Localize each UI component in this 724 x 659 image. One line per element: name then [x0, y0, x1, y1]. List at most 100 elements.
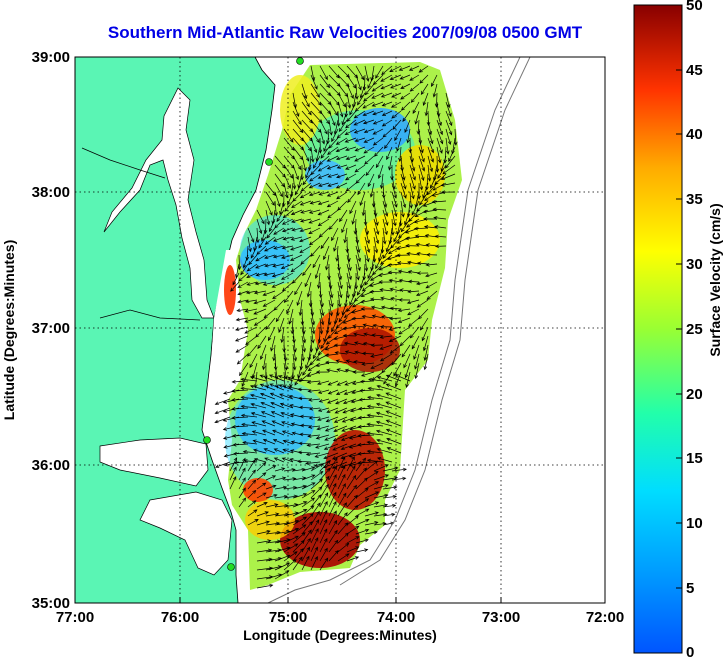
velocity-arrow — [274, 485, 288, 490]
velocity-arrow — [427, 137, 435, 154]
colorbar-tick-marks — [676, 69, 682, 589]
velocity-arrow — [371, 314, 384, 319]
velocity-arrow — [274, 218, 285, 229]
velocity-arrow — [244, 308, 258, 313]
velocity-arrow — [373, 209, 379, 226]
velocity-arrow — [319, 492, 329, 508]
velocity-arrow — [247, 227, 255, 243]
velocity-arrow — [397, 269, 411, 274]
velocity-arrow — [326, 368, 339, 373]
velocity-arrow — [372, 110, 384, 116]
velocity-arrow — [400, 191, 407, 209]
velocity-arrow — [380, 305, 393, 310]
velocity-arrow — [308, 182, 321, 189]
velocity-arrow — [310, 74, 318, 90]
velocity-arrow — [265, 512, 280, 517]
velocity-arrow — [278, 384, 294, 391]
velocity-arrow — [315, 362, 330, 368]
velocity-arrow — [387, 270, 402, 275]
velocity-arrow — [310, 537, 319, 553]
velocity-arrow — [301, 137, 312, 152]
velocity-arrow — [333, 343, 348, 348]
velocity-arrow — [345, 119, 357, 129]
velocity-arrow — [245, 299, 258, 304]
velocity-arrow — [240, 263, 249, 276]
velocity-arrow — [360, 371, 375, 377]
velocity-arrow — [337, 272, 343, 290]
velocity-arrow — [319, 317, 324, 335]
velocity-arrow — [359, 191, 366, 207]
velocity-arrow — [328, 299, 334, 317]
velocity-arrow — [283, 290, 294, 304]
velocity-arrow — [416, 251, 429, 256]
x-tick-labels: 77:00 76:00 75:00 74:00 73:00 72:00 — [56, 609, 624, 626]
velocity-arrow — [230, 281, 240, 292]
velocity-arrow — [326, 191, 339, 197]
velocity-arrow — [270, 335, 276, 352]
velocity-arrow — [247, 469, 256, 481]
velocity-arrow — [299, 245, 312, 254]
velocity-arrow — [327, 146, 339, 155]
velocity-arrow — [301, 521, 313, 535]
velocity-arrow — [344, 350, 357, 355]
velocity-arrow — [379, 288, 393, 292]
velocity-arrow — [358, 397, 375, 402]
velocity-arrow — [316, 425, 330, 431]
velocity-arrow — [300, 182, 312, 192]
velocity-arrow — [317, 209, 330, 216]
velocity-arrow — [274, 562, 291, 571]
velocity-arrow — [416, 299, 429, 308]
velocity-arrow — [361, 200, 366, 217]
velocity-arrow — [357, 433, 375, 438]
velocity-arrow — [319, 65, 328, 81]
velocity-arrow — [256, 539, 272, 544]
velocity-arrow — [406, 299, 420, 305]
velocity-arrow — [256, 218, 263, 235]
velocity-arrow — [247, 459, 256, 472]
velocity-arrow — [273, 245, 285, 250]
velocity-arrow — [341, 110, 348, 126]
velocity-arrow — [431, 191, 447, 197]
velocity-arrow — [397, 317, 411, 323]
velocity-arrow — [346, 456, 355, 472]
velocity-arrow — [364, 155, 375, 165]
velocity-arrow — [440, 190, 456, 195]
velocity-arrow — [318, 191, 330, 196]
velocity-arrow — [273, 457, 285, 463]
velocity-arrow — [283, 559, 297, 571]
velocity-arrow — [380, 83, 393, 90]
velocity-arrow — [235, 344, 249, 353]
velocity-arrow — [255, 254, 267, 262]
velocity-arrow — [301, 505, 315, 517]
velocity-arrow — [298, 441, 312, 446]
velocity-arrow — [256, 492, 267, 499]
velocity-arrow — [345, 155, 357, 160]
velocity-arrow — [336, 368, 348, 373]
velocity-arrow — [263, 308, 276, 319]
velocity-arrow — [268, 218, 276, 233]
velocity-arrow — [292, 509, 308, 517]
velocity-arrow — [369, 297, 384, 302]
velocity-arrow — [404, 119, 411, 134]
velocity-arrow — [396, 261, 411, 265]
velocity-arrow — [215, 461, 231, 468]
velocity-arrow — [325, 254, 330, 271]
velocity-arrow — [308, 218, 321, 224]
velocity-arrow — [423, 217, 438, 221]
velocity-arrow — [299, 414, 312, 419]
velocity-arrow — [331, 227, 339, 242]
velocity-arrow — [402, 110, 411, 122]
velocity-arrow — [232, 272, 240, 286]
velocity-arrow — [373, 146, 384, 157]
velocity-arrow — [409, 173, 416, 190]
velocity-arrow — [346, 92, 352, 109]
velocity-arrow — [375, 411, 393, 418]
velocity-arrow — [378, 280, 393, 284]
velocity-arrow — [434, 173, 447, 185]
velocity-arrow — [362, 119, 375, 125]
station-marker — [203, 436, 211, 444]
velocity-arrow — [296, 378, 312, 383]
velocity-arrow — [240, 386, 258, 391]
velocity-arrow — [364, 491, 380, 499]
